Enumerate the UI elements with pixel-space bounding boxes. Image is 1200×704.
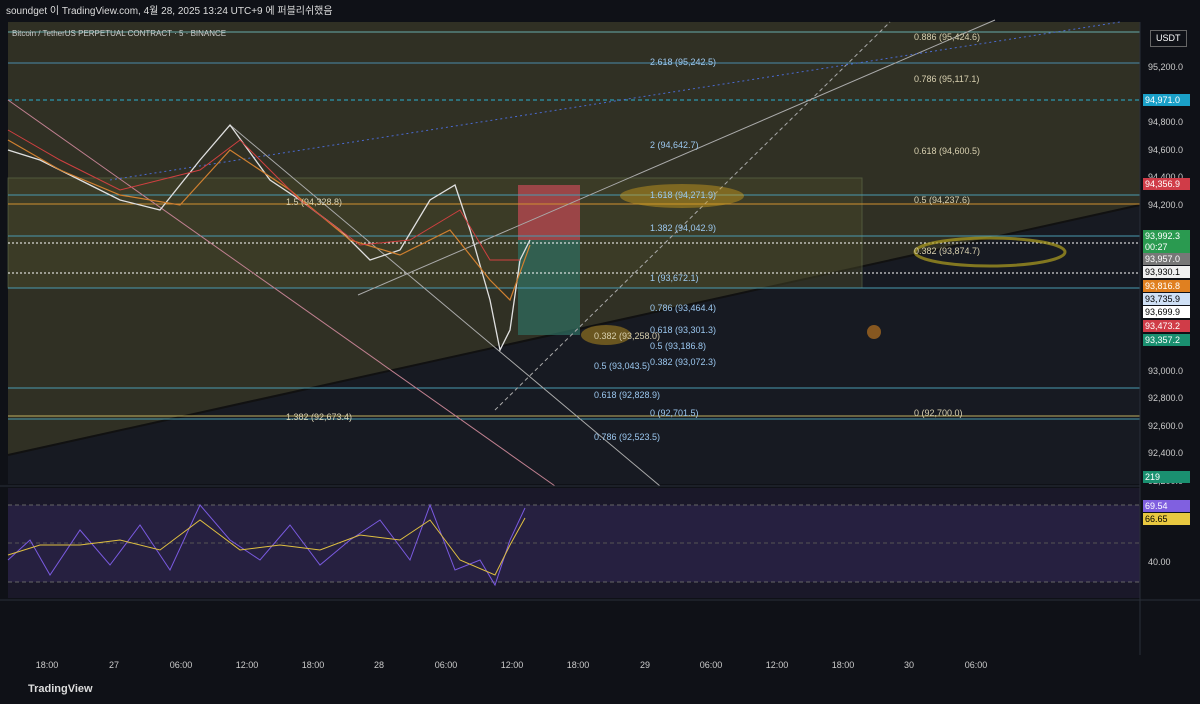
price-tag: 93,735.9 — [1143, 293, 1190, 305]
time-label: 18:00 — [831, 660, 855, 670]
time-label: 12:00 — [500, 660, 524, 670]
fib-label: 2.618 (95,242.5) — [650, 57, 717, 67]
price-tick: 94,200.0 — [1148, 200, 1184, 210]
fib-label: 1.382 (92,673.4) — [286, 412, 353, 422]
price-tag: 93,473.2 — [1143, 320, 1190, 332]
fib-label: 1.382 (94,042.9) — [650, 223, 717, 233]
fib-label: 0.5 (93,043.5) — [594, 361, 651, 371]
price-tag: 219 — [1143, 471, 1190, 483]
price-tag: 93,357.2 — [1143, 334, 1190, 346]
time-label: 12:00 — [765, 660, 789, 670]
fib-label: 0.786 (95,117.1) — [914, 74, 980, 84]
fib-label: 0.5 (94,237.6) — [914, 195, 971, 205]
price-tick: 92,600.0 — [1148, 421, 1184, 431]
price-tick: 95,200.0 — [1148, 62, 1184, 72]
fib-label: 0.382 (93,258.0) — [594, 331, 661, 341]
fib-label: 0 (92,700.0) — [914, 408, 963, 418]
brand[interactable]: TradingView — [28, 683, 93, 695]
fib-label: 0.886 (95,424.6) — [914, 32, 981, 42]
price-tag: 93,992.3 — [1143, 230, 1190, 242]
rsi-tag: 66.65 — [1143, 513, 1190, 525]
time-label: 18:00 — [566, 660, 590, 670]
fib-label: 1.5 (94,328.8) — [286, 197, 343, 207]
price-tick: 94,600.0 — [1148, 145, 1184, 155]
price-tick: 92,800.0 — [1148, 393, 1184, 403]
fib-label: 0.618 (94,600.5) — [914, 146, 981, 156]
time-label: 28 — [373, 660, 384, 670]
time-label: 27 — [108, 660, 119, 670]
time-label: 06:00 — [169, 660, 193, 670]
time-label: 18:00 — [35, 660, 59, 670]
symbol-title[interactable]: Bitcoin / TetherUS PERPETUAL CONTRACT · … — [12, 29, 227, 38]
fib-label: 0 (92,701.5) — [650, 408, 699, 418]
time-label: 30 — [903, 660, 914, 670]
fib-label: 0.786 (93,464.4) — [650, 303, 717, 313]
price-tick: 92,400.0 — [1148, 448, 1184, 458]
fib-label: 2 (94,642.7) — [650, 140, 699, 150]
fib-label: 0.618 (92,828.9) — [594, 390, 661, 400]
fib-label: 0.382 (93,874.7) — [914, 246, 981, 256]
fib-label: 0.618 (93,301.3) — [650, 325, 717, 335]
price-tag: 93,816.8 — [1143, 280, 1190, 292]
price-tag: 94,356.9 — [1143, 178, 1190, 190]
price-tag: 93,699.9 — [1143, 306, 1190, 318]
price-tag: 94,971.0 — [1143, 94, 1190, 106]
time-label: 06:00 — [699, 660, 723, 670]
price-tick: 94,800.0 — [1148, 117, 1184, 127]
rsi-tag: 69.54 — [1143, 500, 1190, 512]
publish-note: soundget 이 TradingView.com, 4월 28, 2025 … — [6, 6, 333, 17]
time-label: 12:00 — [235, 660, 259, 670]
time-label: 06:00 — [434, 660, 458, 670]
price-tick: 94,400.0 — [1148, 172, 1184, 182]
currency[interactable]: USDT — [1150, 30, 1187, 47]
time-label: 18:00 — [301, 660, 325, 670]
price-tag: 00:27 — [1143, 241, 1190, 253]
fib-label: 0.5 (93,186.8) — [650, 341, 707, 351]
fib-label: 0.786 (92,523.5) — [594, 432, 661, 442]
fib-label: 1 (93,672.1) — [650, 273, 699, 283]
fib-label: 0.382 (93,072.3) — [650, 357, 717, 367]
time-label: 29 — [639, 660, 650, 670]
time-label: 06:00 — [964, 660, 988, 670]
price-tag: 93,957.0 — [1143, 253, 1190, 265]
fib-label: 1.618 (94,271.9) — [650, 190, 717, 200]
price-tick: 93,000.0 — [1148, 366, 1184, 376]
rsi-tick: 40.00 — [1148, 557, 1171, 567]
price-tag: 93,930.1 — [1143, 266, 1190, 278]
